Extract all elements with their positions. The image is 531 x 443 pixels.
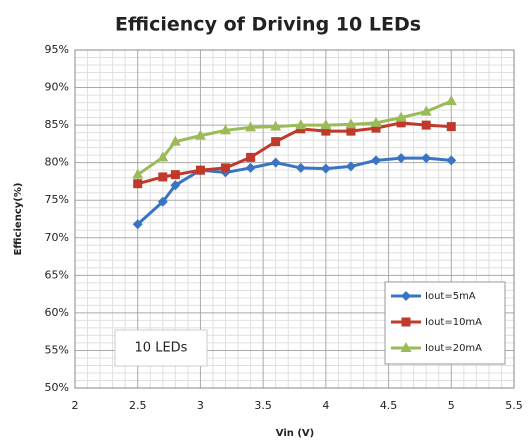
marker <box>195 165 205 175</box>
marker <box>132 168 144 179</box>
marker <box>158 172 168 182</box>
marker <box>169 135 181 146</box>
marker <box>245 121 257 132</box>
marker <box>157 196 168 207</box>
marker <box>401 317 411 327</box>
x-tick-label: 5 <box>448 399 455 412</box>
marker <box>345 161 356 172</box>
y-tick-label: 55% <box>45 343 69 356</box>
annotation-box <box>114 329 208 367</box>
legend-label: Iout=20mA <box>425 343 482 354</box>
marker <box>320 163 331 174</box>
x-axis-label: Vin (V) <box>276 428 314 439</box>
y-axis-label: Efficiency(%) <box>13 183 24 256</box>
marker <box>295 119 307 130</box>
marker <box>245 162 256 173</box>
x-tick-label: 2.5 <box>129 399 147 412</box>
x-tick-label: 4.5 <box>380 399 398 412</box>
x-tick-label: 4 <box>322 399 329 412</box>
y-tick-label: 60% <box>45 306 69 319</box>
marker <box>270 120 282 131</box>
marker <box>395 111 407 122</box>
marker <box>221 163 231 173</box>
plot-border <box>74 49 515 389</box>
marker <box>194 129 206 140</box>
marker <box>271 137 281 147</box>
marker <box>446 122 456 132</box>
marker <box>370 116 382 127</box>
marker <box>445 95 457 106</box>
y-tick-label: 70% <box>45 231 69 244</box>
marker <box>421 153 432 164</box>
marker <box>396 153 407 164</box>
marker <box>133 179 143 189</box>
marker <box>220 124 232 135</box>
y-tick-label: 75% <box>45 193 69 206</box>
marker <box>421 120 431 130</box>
annotation: 10 LEDs <box>135 341 188 356</box>
chart-title: Efficiency of Driving 10 LEDs <box>115 14 421 36</box>
marker <box>420 105 432 116</box>
marker <box>170 180 181 191</box>
marker <box>270 157 281 168</box>
marker <box>132 219 143 230</box>
x-tick-label: 5.5 <box>505 399 523 412</box>
marker <box>446 155 457 166</box>
y-tick-label: 95% <box>45 43 69 56</box>
x-tick-label: 2 <box>72 399 79 412</box>
y-tick-label: 50% <box>45 381 69 394</box>
marker <box>346 126 356 136</box>
marker <box>345 118 357 129</box>
marker <box>371 123 381 133</box>
y-tick-label: 85% <box>45 118 69 131</box>
marker <box>396 118 406 128</box>
marker <box>157 151 169 162</box>
y-tick-label: 90% <box>45 81 69 94</box>
legend-label: Iout=10mA <box>425 317 482 328</box>
y-tick-label: 65% <box>45 268 69 281</box>
marker <box>371 155 382 166</box>
marker <box>170 170 180 180</box>
marker <box>246 152 256 162</box>
marker <box>295 162 306 173</box>
marker <box>400 342 412 352</box>
y-tick-label: 80% <box>45 156 69 169</box>
x-tick-label: 3.5 <box>254 399 272 412</box>
marker <box>320 119 332 130</box>
marker <box>401 291 411 301</box>
series-line <box>136 99 452 176</box>
marker <box>321 126 331 136</box>
x-tick-label: 3 <box>197 399 204 412</box>
legend-label: Iout=5mA <box>425 291 476 302</box>
